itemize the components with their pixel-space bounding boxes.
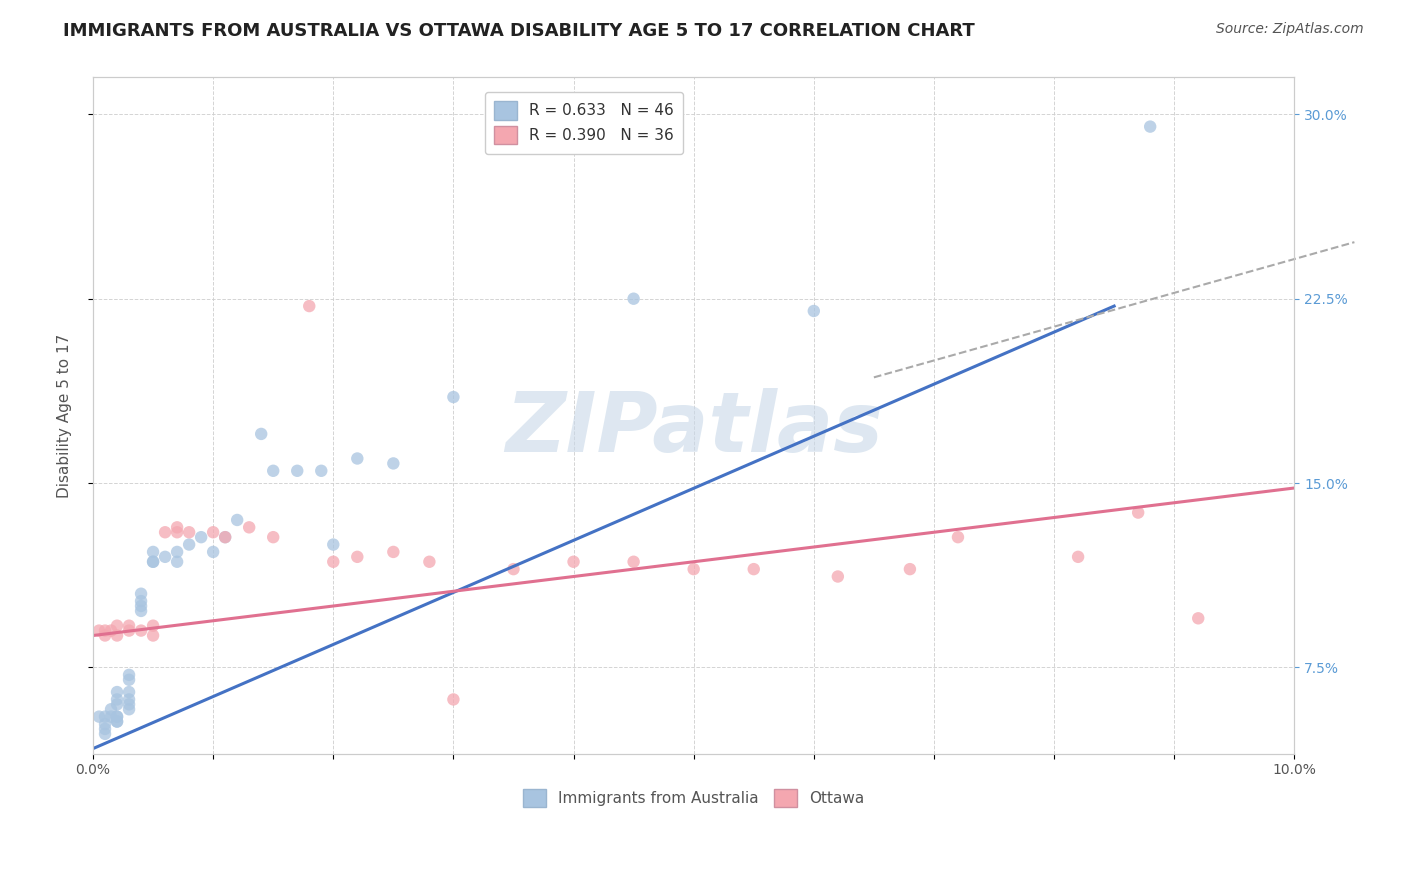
Point xyxy=(142,618,165,632)
Legend: Immigrants from Australia, Ottawa: Immigrants from Australia, Ottawa xyxy=(517,782,870,814)
Point xyxy=(94,624,117,638)
Point xyxy=(105,709,128,723)
Point xyxy=(166,555,188,569)
Point xyxy=(166,545,188,559)
Point xyxy=(346,451,368,466)
Point xyxy=(441,692,464,706)
Text: ZIPatlas: ZIPatlas xyxy=(505,389,883,469)
Point xyxy=(105,685,128,699)
Point xyxy=(1187,611,1209,625)
Point xyxy=(190,530,212,544)
Text: IMMIGRANTS FROM AUSTRALIA VS OTTAWA DISABILITY AGE 5 TO 17 CORRELATION CHART: IMMIGRANTS FROM AUSTRALIA VS OTTAWA DISA… xyxy=(63,22,974,40)
Point xyxy=(238,520,260,534)
Point xyxy=(105,698,128,712)
Point xyxy=(94,628,117,642)
Point xyxy=(322,555,344,569)
Point xyxy=(623,555,645,569)
Point xyxy=(118,698,141,712)
Point xyxy=(129,604,152,618)
Point xyxy=(129,587,152,601)
Point xyxy=(179,537,201,551)
Point xyxy=(100,709,122,723)
Point xyxy=(105,714,128,729)
Point xyxy=(118,702,141,716)
Point xyxy=(105,714,128,729)
Point xyxy=(898,562,921,576)
Point xyxy=(262,464,284,478)
Point xyxy=(94,717,117,731)
Point xyxy=(118,624,141,638)
Point xyxy=(142,555,165,569)
Point xyxy=(129,594,152,608)
Point xyxy=(441,390,464,404)
Point xyxy=(1128,506,1150,520)
Point xyxy=(262,530,284,544)
Point xyxy=(105,628,128,642)
Point xyxy=(418,555,440,569)
Point xyxy=(250,426,273,441)
Point xyxy=(623,292,645,306)
Point xyxy=(118,618,141,632)
Point xyxy=(285,464,308,478)
Point xyxy=(129,599,152,613)
Point xyxy=(346,549,368,564)
Point xyxy=(298,299,321,313)
Point xyxy=(502,562,524,576)
Point xyxy=(214,530,236,544)
Point xyxy=(142,545,165,559)
Point xyxy=(382,457,405,471)
Point xyxy=(382,545,405,559)
Point xyxy=(87,709,110,723)
Point xyxy=(100,702,122,716)
Point xyxy=(166,520,188,534)
Point xyxy=(105,709,128,723)
Point xyxy=(1067,549,1090,564)
Point xyxy=(827,569,849,583)
Point xyxy=(105,692,128,706)
Point xyxy=(87,624,110,638)
Point xyxy=(803,304,825,318)
Point xyxy=(118,692,141,706)
Point xyxy=(94,709,117,723)
Point xyxy=(118,685,141,699)
Point xyxy=(309,464,332,478)
Point xyxy=(322,537,344,551)
Point xyxy=(1139,120,1161,134)
Point xyxy=(118,673,141,687)
Point xyxy=(742,562,765,576)
Point xyxy=(129,624,152,638)
Point xyxy=(166,525,188,540)
Point xyxy=(142,628,165,642)
Point xyxy=(153,549,176,564)
Point xyxy=(226,513,249,527)
Point xyxy=(214,530,236,544)
Point xyxy=(94,727,117,741)
Point xyxy=(946,530,969,544)
Point xyxy=(202,545,225,559)
Point xyxy=(179,525,201,540)
Point xyxy=(562,555,585,569)
Point xyxy=(153,525,176,540)
Point xyxy=(94,722,117,736)
Point xyxy=(682,562,704,576)
Point xyxy=(142,555,165,569)
Y-axis label: Disability Age 5 to 17: Disability Age 5 to 17 xyxy=(58,334,72,498)
Point xyxy=(118,668,141,682)
Point xyxy=(100,624,122,638)
Text: Source: ZipAtlas.com: Source: ZipAtlas.com xyxy=(1216,22,1364,37)
Point xyxy=(202,525,225,540)
Point xyxy=(105,618,128,632)
